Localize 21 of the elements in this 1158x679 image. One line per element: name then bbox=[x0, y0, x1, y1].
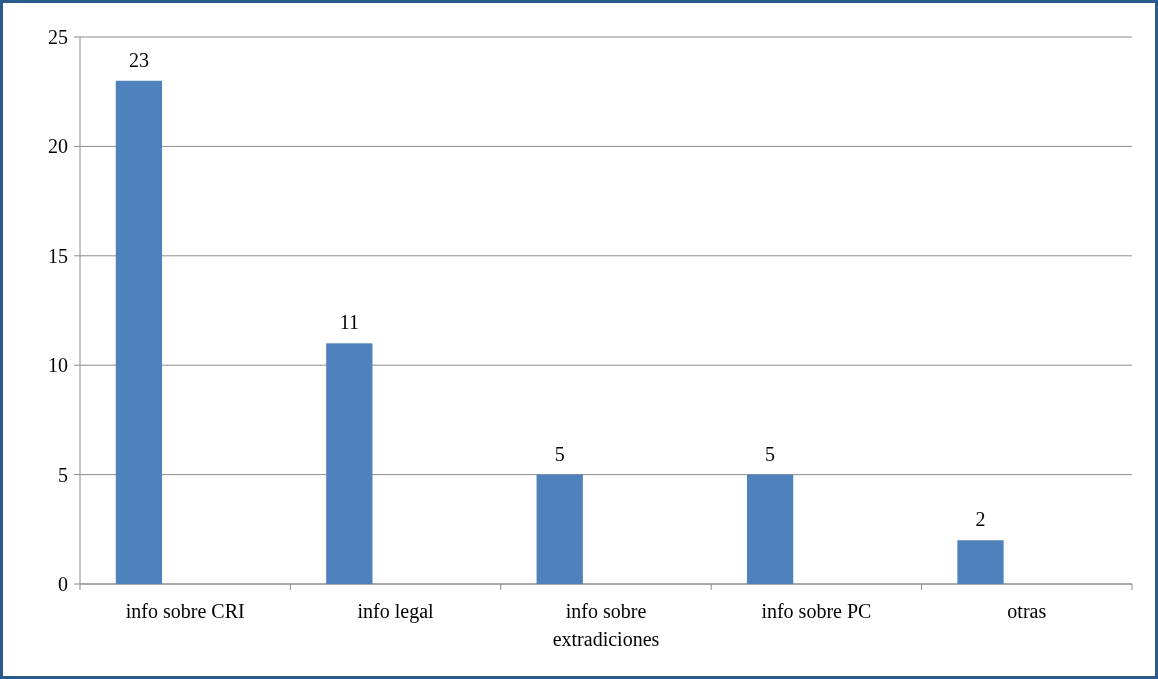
x-tick-label: otras bbox=[1007, 600, 1047, 622]
data-label: 23 bbox=[128, 48, 149, 71]
bar bbox=[115, 80, 163, 584]
data-label: 5 bbox=[554, 442, 565, 465]
x-tick-label: info sobre extradiciones bbox=[552, 600, 660, 650]
y-tick-label: 0 bbox=[58, 573, 68, 595]
x-tick-label: info legal bbox=[357, 600, 435, 623]
data-label: 11 bbox=[339, 311, 359, 334]
data-label: 5 bbox=[765, 442, 776, 465]
bar bbox=[536, 474, 583, 584]
x-tick-label: info sobre PC bbox=[761, 600, 872, 622]
bar bbox=[957, 540, 1004, 584]
y-tick-label: 15 bbox=[48, 244, 68, 267]
bar bbox=[326, 343, 373, 584]
bar bbox=[746, 474, 794, 584]
x-tick-label: info sobre CRI bbox=[125, 600, 245, 622]
y-tick-label: 10 bbox=[48, 354, 68, 377]
y-tick-label: 25 bbox=[48, 26, 68, 48]
y-tick-label: 5 bbox=[58, 463, 68, 486]
y-tick-label: 20 bbox=[48, 135, 68, 158]
data-label: 2 bbox=[975, 508, 986, 531]
